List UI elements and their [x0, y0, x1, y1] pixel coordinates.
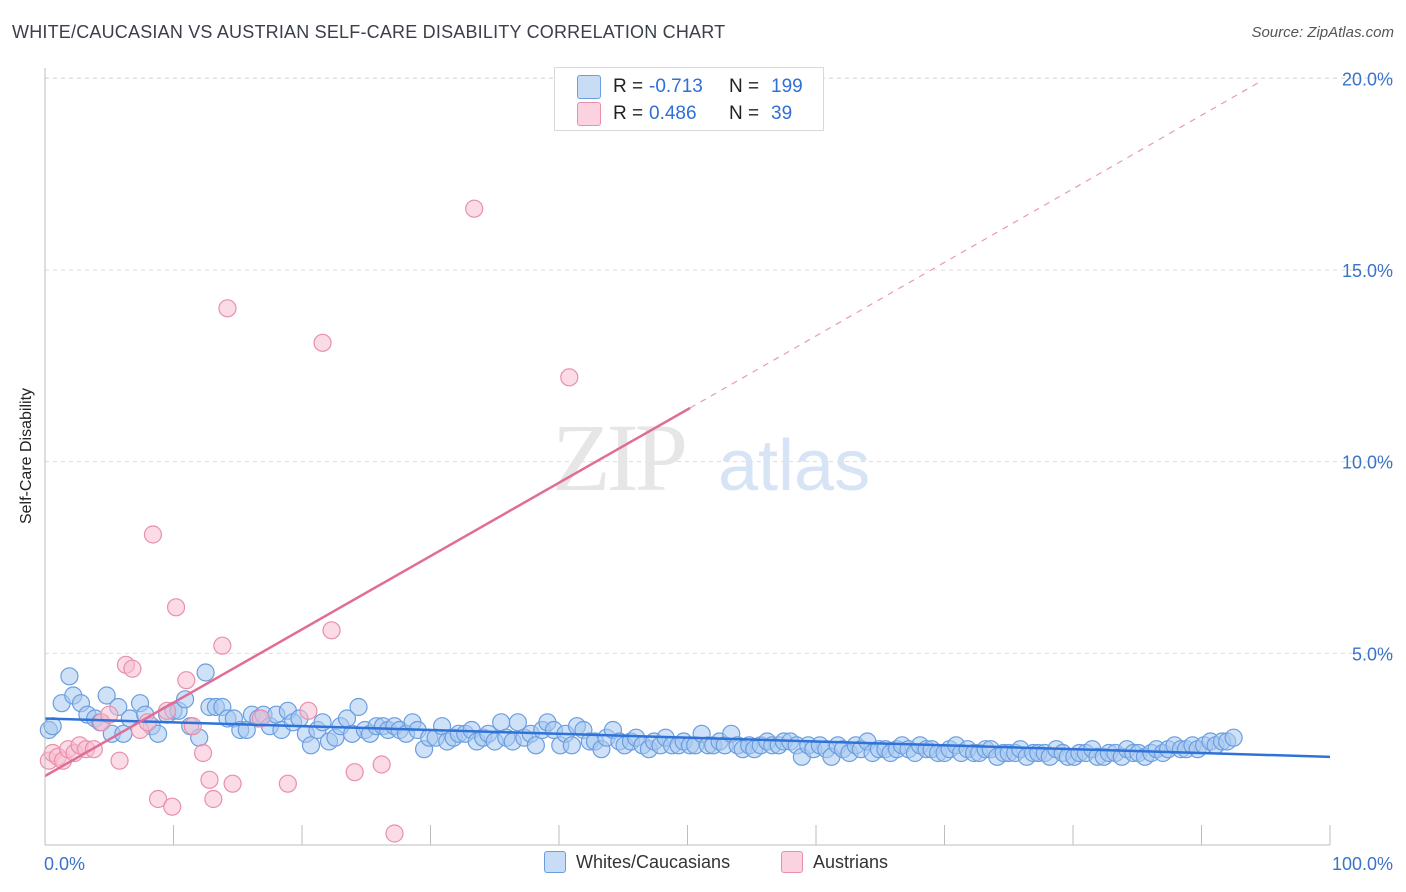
- whites-point: [148, 724, 168, 743]
- austrians-point: [299, 701, 318, 720]
- chart-title: WHITE/CAUCASIAN VS AUSTRIAN SELF-CARE DI…: [12, 22, 726, 42]
- whites-swatch: [577, 75, 601, 99]
- whites-point: [97, 686, 116, 705]
- austrians-point: [193, 743, 213, 763]
- chart-source: Source: ZipAtlas.com: [1251, 24, 1394, 41]
- austrians-swatch: [577, 102, 601, 126]
- x-tick-label-min: 0.0%: [44, 854, 85, 874]
- r-value-whites: -0.713: [649, 76, 703, 97]
- n-label: N =: [729, 103, 760, 124]
- austrians-point: [213, 636, 232, 655]
- r-label: R =: [613, 103, 644, 124]
- austrians-point: [560, 368, 579, 387]
- y-tick-label: 5.0%: [1352, 644, 1393, 664]
- whites-point: [313, 713, 332, 732]
- whites-point: [349, 697, 368, 717]
- whites-point: [562, 736, 581, 755]
- austrians-trend-extension: [689, 81, 1260, 409]
- r-label: R =: [613, 76, 644, 97]
- whites-point: [526, 736, 545, 755]
- austrians-point: [100, 705, 119, 724]
- whites-point: [508, 713, 527, 732]
- austrians-point: [110, 751, 129, 770]
- austrians-point: [313, 333, 332, 352]
- whites-point: [43, 717, 62, 736]
- whites-point: [1224, 728, 1243, 747]
- austrians-point: [385, 824, 404, 843]
- austrians-point: [278, 774, 297, 793]
- austrians-point: [177, 671, 196, 690]
- austrians-point: [345, 763, 364, 782]
- austrians-point: [218, 299, 237, 318]
- whites-legend-swatch: [544, 851, 566, 873]
- whites-legend-label: Whites/Caucasians: [576, 851, 731, 872]
- stats-legend-row-austrians: R = 0.486 N = 39: [577, 101, 792, 127]
- stats-legend-row-whites: R = -0.713 N = 199: [577, 74, 803, 100]
- austrians-point: [166, 598, 186, 617]
- austrians-point: [465, 199, 484, 218]
- austrians-legend-label: Austrians: [813, 851, 889, 872]
- austrians-legend-swatch: [781, 851, 803, 873]
- watermark-zip: ZIP: [552, 404, 685, 511]
- watermark-atlas: atlas: [718, 426, 870, 506]
- y-tick-label: 20.0%: [1342, 69, 1393, 89]
- austrians-point: [223, 774, 242, 793]
- austrians-point: [183, 717, 202, 736]
- whites-point: [196, 663, 215, 682]
- n-value-whites: 199: [771, 76, 803, 97]
- austrians-point: [251, 709, 270, 728]
- n-label: N =: [729, 76, 760, 97]
- x-tick-label-max: 100.0%: [1332, 854, 1393, 874]
- legend-item-austrians[interactable]: Austrians: [781, 851, 888, 873]
- r-value-austrians: 0.486: [649, 103, 697, 124]
- whites-point: [60, 667, 79, 686]
- austrians-point: [200, 770, 219, 789]
- n-value-austrians: 39: [771, 103, 793, 124]
- legend-item-whites[interactable]: Whites/Caucasians: [544, 851, 730, 873]
- austrians-point: [204, 789, 223, 809]
- y-tick-label: 10.0%: [1342, 453, 1393, 473]
- austrians-point: [123, 659, 142, 678]
- whites-point: [301, 736, 321, 755]
- austrians-point: [372, 755, 391, 774]
- austrians-trend-line: [44, 406, 691, 778]
- austrians-point: [143, 525, 163, 544]
- austrians-point: [148, 789, 168, 809]
- y-tick-label: 15.0%: [1342, 261, 1393, 281]
- whites-trend-line: [44, 717, 1331, 759]
- austrians-point: [322, 621, 341, 640]
- stats-legend: R = -0.713 N = 199 R = 0.486 N = 39: [554, 67, 824, 131]
- whites-point: [492, 713, 511, 732]
- austrians-point: [163, 797, 182, 816]
